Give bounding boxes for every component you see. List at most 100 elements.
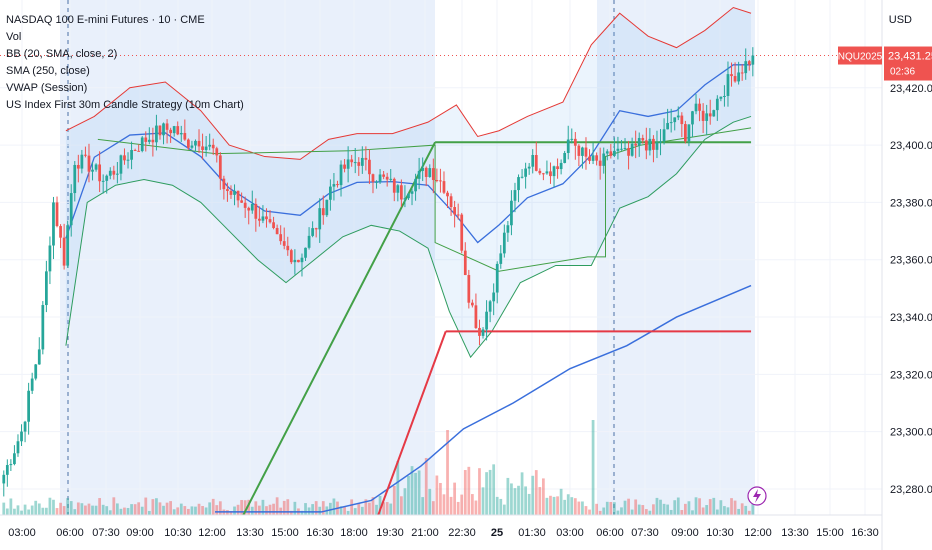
volume-bar — [684, 503, 687, 515]
volume-bar — [147, 510, 151, 515]
volume-bar — [652, 504, 655, 515]
candle-body — [510, 200, 513, 226]
candle-body — [194, 140, 197, 146]
candle-body — [211, 144, 215, 149]
candle-body — [527, 166, 531, 169]
candle-body — [293, 259, 297, 263]
volume-bar — [534, 470, 538, 515]
candle-body — [197, 140, 201, 147]
candle-body — [368, 159, 371, 175]
currency-label[interactable]: USD — [888, 14, 912, 26]
candle-body — [360, 157, 364, 166]
candle-body — [73, 164, 77, 194]
volume-bar — [130, 504, 133, 515]
volume-bar — [126, 507, 130, 515]
volume-bar — [236, 504, 240, 515]
volume-bar — [98, 498, 101, 515]
candle-body — [140, 137, 144, 152]
candle-body — [162, 123, 165, 136]
volume-bar — [620, 507, 623, 515]
volume-bar — [559, 488, 563, 515]
volume-bar — [162, 505, 165, 515]
volume-bar — [371, 497, 375, 515]
bb-fill — [65, 7, 752, 358]
volume-bar — [687, 501, 691, 515]
volume-bar — [360, 506, 364, 515]
x-tick-label: 15:00 — [271, 527, 299, 539]
volume-bar — [584, 506, 588, 515]
bb-lower-line — [65, 115, 752, 359]
volume-bar — [233, 506, 236, 515]
volume-bar — [460, 494, 464, 515]
volume-bar — [80, 503, 84, 515]
x-tick-label: 09:00 — [671, 527, 699, 539]
candle-body — [318, 208, 322, 230]
volume-bar — [499, 498, 503, 515]
volume-bar — [605, 501, 609, 515]
volume-bar — [2, 502, 6, 515]
volume-bar — [449, 496, 453, 515]
candle-body — [428, 168, 432, 177]
volume-bar — [314, 501, 318, 515]
volume-bar — [76, 502, 80, 515]
candle-body — [669, 122, 673, 124]
candle-body — [94, 164, 98, 170]
x-tick-label: 10:30 — [706, 527, 734, 539]
legend-vol[interactable]: Vol — [6, 31, 22, 43]
volume-bar — [467, 466, 471, 515]
x-tick-label: 07:30 — [92, 527, 120, 539]
legend-title[interactable]: NASDAQ 100 E-mini Futures · 10 · CME — [6, 14, 205, 26]
volume-bar — [119, 508, 123, 515]
candle-body — [513, 190, 517, 201]
candle-body — [463, 250, 467, 276]
volume-bar — [520, 472, 524, 515]
volume-bar — [673, 500, 677, 515]
volume-bar — [101, 504, 105, 515]
y-tick-label: 23,320.00 — [890, 369, 932, 381]
volume-bar — [737, 508, 740, 515]
volume-bar — [545, 497, 549, 515]
strategy-level-line — [377, 331, 447, 516]
candle-body — [9, 464, 13, 466]
volume-bar — [694, 497, 698, 515]
candle-body — [449, 196, 453, 208]
x-tick-label: 19:30 — [376, 527, 404, 539]
candle-body — [243, 202, 247, 208]
volume-bar — [481, 487, 485, 515]
volume-bar — [396, 461, 400, 515]
candle-body — [723, 95, 726, 97]
candle-body — [250, 203, 254, 211]
volume-bar — [172, 509, 176, 515]
candle-body — [573, 138, 577, 146]
volume-bar — [268, 504, 272, 515]
candle-body — [91, 169, 94, 172]
candle-body — [410, 191, 414, 194]
volume-bar — [623, 500, 627, 515]
candle-body — [726, 74, 730, 96]
candle-body — [52, 202, 55, 246]
volume-bar — [176, 507, 180, 515]
volume-bar — [378, 495, 382, 515]
volume-bar — [659, 499, 662, 515]
legend-sma[interactable]: SMA (250, close) — [6, 65, 90, 77]
candle-body — [662, 129, 666, 142]
candle-body — [627, 147, 630, 156]
volume-bar — [556, 496, 559, 515]
volume-bar — [510, 483, 513, 515]
candle-body — [495, 263, 499, 293]
price-tag-price: 23,431.25 — [888, 51, 932, 63]
legend-strategy[interactable]: US Index First 30m Candle Strategy (10m … — [6, 99, 244, 111]
legend-vwap[interactable]: VWAP (Session) — [6, 82, 88, 94]
candle-body — [329, 186, 332, 200]
volume-bar — [151, 499, 155, 515]
candle-body — [506, 225, 510, 233]
candle-body — [176, 126, 180, 135]
volume-bar — [552, 496, 556, 515]
volume-bar — [495, 496, 499, 515]
legend-bb[interactable]: BB (20, SMA, close, 2) — [6, 48, 118, 60]
candle-body — [41, 305, 45, 350]
candle-body — [545, 171, 549, 174]
candle-body — [137, 150, 141, 152]
candle-body — [339, 164, 343, 186]
